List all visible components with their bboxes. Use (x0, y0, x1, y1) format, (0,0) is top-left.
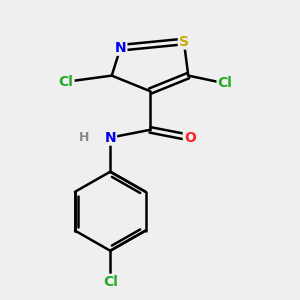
Text: Cl: Cl (58, 75, 74, 89)
Text: O: O (184, 130, 196, 145)
Text: H: H (79, 131, 89, 144)
Text: Cl: Cl (103, 275, 118, 289)
Text: N: N (115, 41, 126, 55)
Text: Cl: Cl (218, 76, 232, 90)
Text: N: N (104, 130, 116, 145)
Text: S: S (179, 34, 189, 49)
